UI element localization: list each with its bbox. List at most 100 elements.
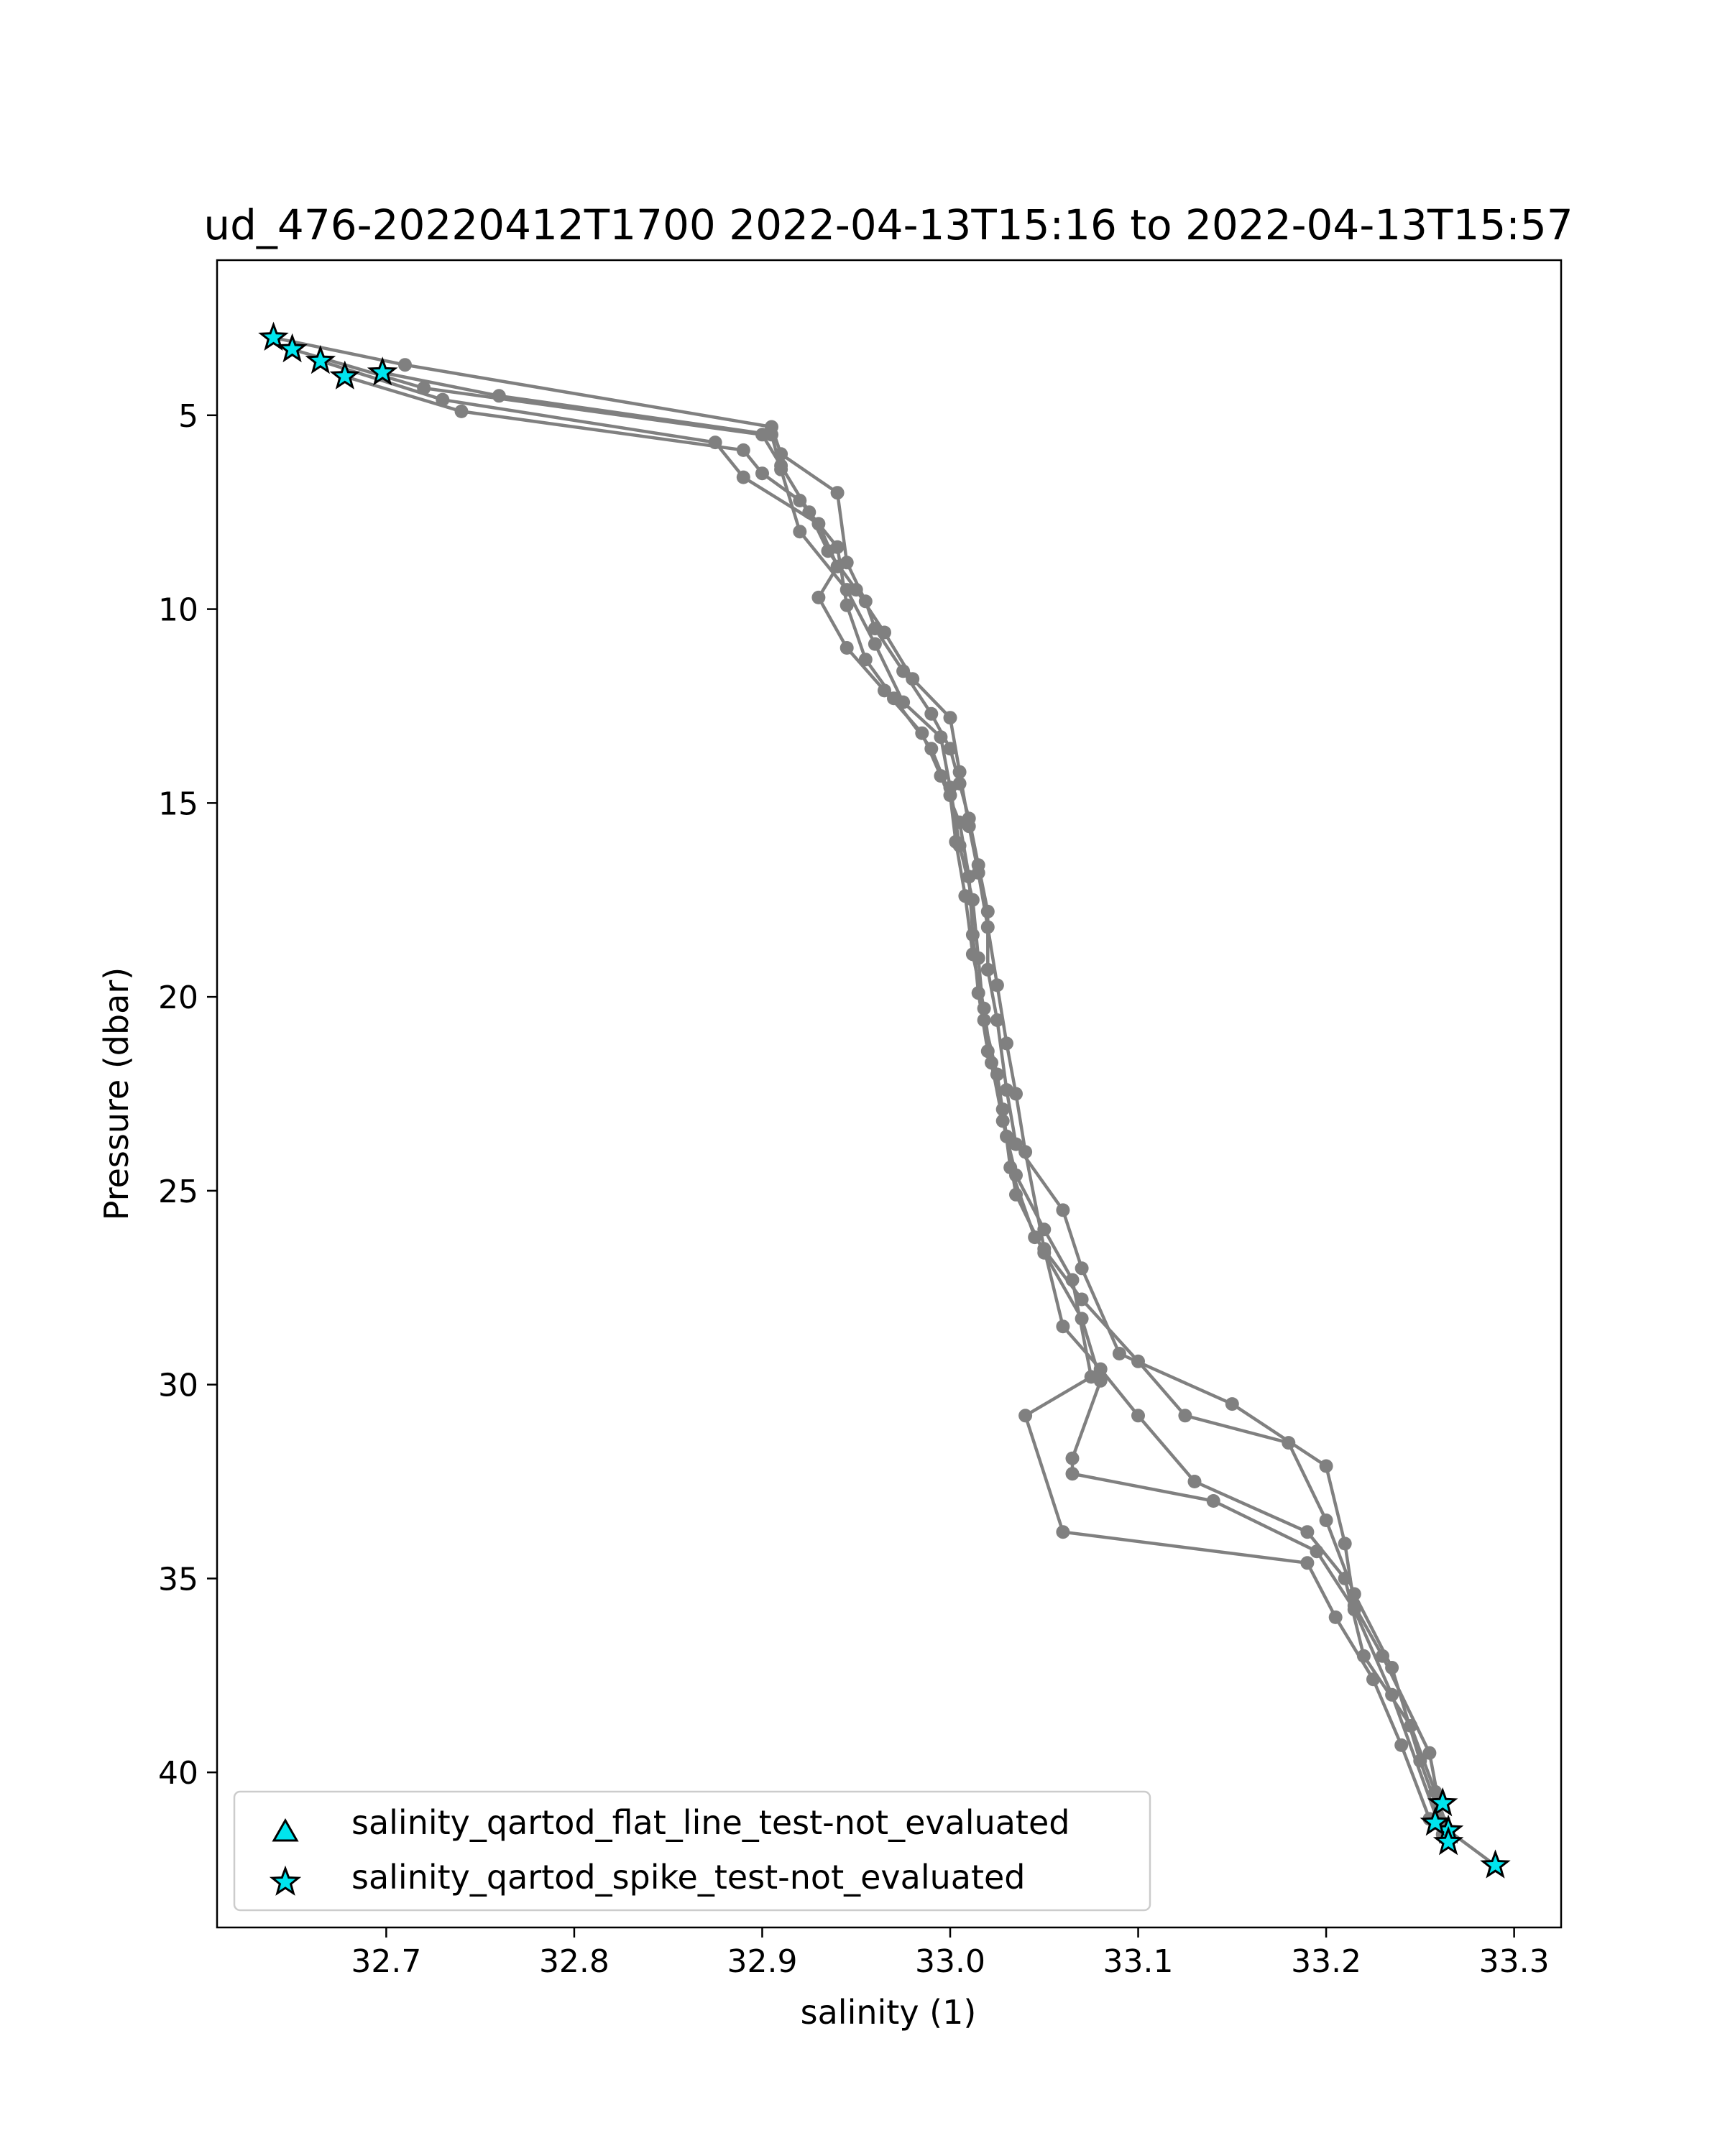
data-point <box>990 1013 1004 1027</box>
plot-area <box>258 321 1511 1879</box>
spike-flag-marker <box>1432 1825 1464 1856</box>
data-point <box>774 462 788 476</box>
data-point <box>1366 1672 1380 1687</box>
data-point <box>896 695 911 709</box>
data-point <box>878 683 891 698</box>
legend-entry-spike: salinity_qartod_spike_test-not_evaluated <box>351 1858 1025 1897</box>
y-tick-label: 20 <box>158 980 198 1016</box>
legend-entry-flat-line: salinity_qartod_flat_line_test-not_evalu… <box>351 1803 1070 1842</box>
data-point <box>1037 1245 1052 1260</box>
data-point <box>943 780 957 795</box>
data-point <box>1131 1409 1145 1423</box>
x-axis: 32.7 32.8 32.9 33.0 33.1 33.2 33.3 <box>351 1927 1550 1980</box>
data-point <box>1000 1036 1013 1051</box>
data-point <box>840 598 854 612</box>
data-point <box>1178 1409 1192 1423</box>
data-point <box>1037 1222 1052 1237</box>
data-point <box>980 962 995 977</box>
y-axis: 5 10 15 20 25 30 35 40 <box>158 398 217 1792</box>
data-point <box>1385 1687 1399 1702</box>
data-point <box>1385 1661 1399 1674</box>
data-point <box>1065 1273 1080 1287</box>
series-line-3 <box>320 359 1445 1824</box>
data-point <box>1187 1475 1202 1488</box>
data-point <box>878 625 891 640</box>
data-point <box>492 389 506 403</box>
data-point <box>840 583 854 597</box>
data-point <box>1225 1397 1239 1411</box>
data-point <box>1065 1451 1080 1465</box>
data-point <box>1075 1261 1089 1276</box>
data-point <box>1328 1610 1343 1624</box>
legend-star-marker <box>269 1865 302 1896</box>
data-point <box>1009 1187 1023 1202</box>
data-point <box>736 470 750 484</box>
data-point <box>1056 1525 1070 1539</box>
x-tick-label: 33.3 <box>1479 1943 1550 1980</box>
data-point <box>811 590 826 604</box>
data-point <box>830 486 845 500</box>
data-point <box>1422 1746 1437 1760</box>
spike-flag-marker <box>329 360 361 390</box>
data-point <box>793 525 807 539</box>
data-point <box>868 637 882 651</box>
spike-flag-marker <box>367 356 398 386</box>
y-tick-label: 5 <box>178 398 198 435</box>
data-point <box>1338 1537 1352 1551</box>
data-point <box>1075 1312 1089 1326</box>
data-point <box>1282 1436 1296 1450</box>
data-point <box>1394 1738 1409 1752</box>
data-point <box>1056 1319 1070 1334</box>
chart-title: ud_476-20220412T1700 2022-04-13T15:16 to… <box>203 201 1573 249</box>
data-point <box>454 404 469 418</box>
series-line-2 <box>291 347 1450 1843</box>
series-line-5 <box>382 371 1445 1835</box>
x-tick-label: 33.1 <box>1103 1943 1174 1980</box>
data-point <box>971 951 985 965</box>
data-point <box>736 443 750 457</box>
data-point <box>1319 1514 1333 1527</box>
spike-flag-marker <box>277 333 308 363</box>
x-tick-label: 32.9 <box>727 1943 797 1980</box>
spike-flag-marker <box>1427 1787 1458 1817</box>
data-point <box>1347 1603 1361 1617</box>
spike-flag-marker <box>1480 1849 1511 1879</box>
data-point <box>952 839 967 853</box>
data-point <box>1018 1409 1033 1423</box>
data-point <box>1018 1145 1033 1159</box>
data-point <box>1009 1137 1023 1151</box>
data-point <box>1131 1354 1145 1368</box>
y-axis-label: Pressure (dbar) <box>97 967 136 1220</box>
y-tick-label: 35 <box>158 1561 198 1598</box>
plot-frame <box>216 259 1563 1929</box>
x-axis-label: salinity (1) <box>801 1993 977 2032</box>
spike-flag-marker <box>305 345 336 374</box>
data-point <box>1206 1494 1220 1508</box>
data-point <box>980 920 995 934</box>
data-point <box>1319 1459 1333 1473</box>
data-point <box>1093 1373 1108 1388</box>
data-point <box>906 672 920 686</box>
data-point <box>765 428 778 442</box>
x-tick-label: 33.0 <box>915 1943 985 1980</box>
y-tick-label: 40 <box>158 1755 198 1792</box>
data-point <box>965 893 980 907</box>
spike-flag-marker <box>1420 1806 1451 1836</box>
x-tick-label: 32.7 <box>351 1943 421 1980</box>
x-tick-label: 33.2 <box>1291 1943 1361 1980</box>
data-point <box>1065 1467 1080 1481</box>
data-point <box>977 1013 991 1027</box>
series-line-4 <box>344 374 1432 1820</box>
data-point <box>398 358 412 372</box>
data-point <box>990 978 1004 992</box>
data-point <box>755 466 769 481</box>
data-point <box>952 765 967 779</box>
data-point <box>990 1067 1004 1082</box>
legend-triangle-marker <box>272 1818 299 1842</box>
data-point <box>1009 1087 1023 1101</box>
data-point <box>1112 1347 1126 1360</box>
data-point <box>793 494 807 507</box>
data-point <box>849 583 863 597</box>
y-tick-label: 10 <box>158 592 198 629</box>
